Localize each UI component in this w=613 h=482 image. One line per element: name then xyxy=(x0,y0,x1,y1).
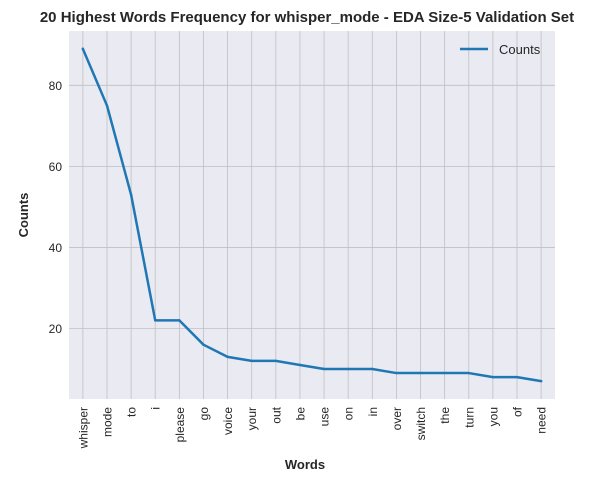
legend: Counts xyxy=(460,42,541,57)
y-axis-ticks: 20 40 60 80 xyxy=(49,79,63,336)
y-tick-label: 80 xyxy=(49,79,63,93)
grid-lines xyxy=(69,31,555,399)
chart-title: 20 Highest Words Frequency for whisper_m… xyxy=(40,9,574,26)
y-tick-label: 40 xyxy=(49,241,63,255)
x-tick-label: voice xyxy=(221,407,235,435)
y-tick-label: 60 xyxy=(49,160,63,174)
x-tick-label: in xyxy=(366,407,380,416)
plot-area xyxy=(69,31,555,399)
data-point xyxy=(226,355,229,359)
x-tick-label: turn xyxy=(462,407,476,428)
x-tick-label: be xyxy=(293,407,307,421)
data-point xyxy=(467,371,470,375)
series-layer xyxy=(81,47,543,383)
x-tick-label: whisper xyxy=(76,407,90,449)
y-tick-label: 20 xyxy=(49,322,63,336)
x-tick-label: please xyxy=(173,407,187,443)
series-line-counts xyxy=(81,47,543,383)
data-point xyxy=(539,379,543,383)
x-tick-label: over xyxy=(390,407,404,430)
data-point xyxy=(419,371,422,375)
data-point xyxy=(274,359,278,363)
data-point xyxy=(371,367,374,371)
x-tick-label: out xyxy=(269,406,283,423)
y-axis-label: Counts xyxy=(16,193,31,238)
data-point xyxy=(515,375,519,379)
x-tick-label: mode xyxy=(100,407,114,437)
data-point xyxy=(322,367,326,371)
data-point xyxy=(129,193,133,196)
data-point xyxy=(250,359,253,363)
x-tick-label: i xyxy=(149,407,163,410)
x-tick-label: go xyxy=(197,407,211,421)
data-point xyxy=(346,367,350,371)
data-point xyxy=(81,47,85,51)
x-axis-ticks: whisper mode to i please go voice your out be use o… xyxy=(76,406,548,449)
x-tick-label: the xyxy=(438,407,452,424)
data-point xyxy=(178,319,181,322)
legend-label: Counts xyxy=(499,42,541,57)
x-tick-label: your xyxy=(245,407,259,430)
x-axis-label: Words xyxy=(285,457,325,472)
x-tick-label: need xyxy=(535,407,549,434)
data-point xyxy=(395,371,398,375)
x-tick-label: you xyxy=(486,407,500,426)
x-tick-label: of xyxy=(511,406,525,417)
x-tick-label: switch xyxy=(414,407,428,440)
data-point xyxy=(491,375,495,379)
data-point xyxy=(202,343,205,346)
data-point xyxy=(298,363,302,367)
data-point xyxy=(154,319,157,322)
data-point xyxy=(443,371,446,375)
x-tick-label: to xyxy=(125,407,139,417)
x-tick-label: on xyxy=(342,407,356,420)
data-point xyxy=(105,104,109,107)
x-tick-label: use xyxy=(318,407,332,427)
